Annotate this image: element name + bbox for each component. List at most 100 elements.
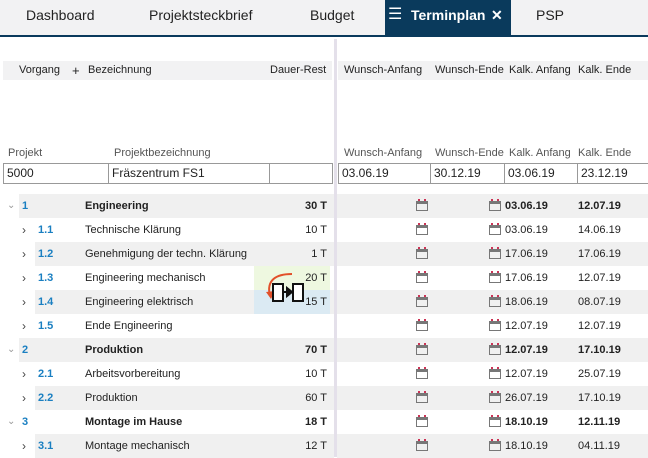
row-kalk-anfang: 26.07.19 bbox=[505, 392, 548, 404]
chevron-right-icon[interactable]: › bbox=[22, 367, 26, 381]
wunsch-ende-field[interactable]: 30.12.19 bbox=[430, 163, 505, 184]
row-id[interactable]: 2.1 bbox=[38, 368, 54, 380]
row-name: Produktion bbox=[85, 392, 138, 404]
table-row[interactable]: ⌄ 2 Produktion 70 T 12.07.19 17.10.19 bbox=[0, 338, 648, 362]
row-id[interactable]: 1.4 bbox=[38, 296, 54, 308]
chevron-down-icon[interactable]: ⌄ bbox=[7, 416, 16, 427]
row-id[interactable]: 1.1 bbox=[38, 224, 54, 236]
calendar-icon[interactable] bbox=[489, 367, 501, 379]
chevron-right-icon[interactable]: › bbox=[22, 271, 26, 285]
calendar-icon[interactable] bbox=[416, 295, 428, 307]
row-kalk-anfang: 17.06.19 bbox=[505, 272, 548, 284]
row-kalk-anfang: 17.06.19 bbox=[505, 248, 548, 260]
kalk-ende-field[interactable]: 23.12.19 bbox=[577, 163, 648, 184]
tab-dashboard[interactable]: Dashboard bbox=[26, 7, 95, 23]
row-id[interactable]: 1 bbox=[22, 200, 29, 212]
menu-icon[interactable]: ☰ bbox=[388, 6, 403, 23]
calendar-icon[interactable] bbox=[489, 247, 501, 259]
wunsch-anfang-field[interactable]: 03.06.19 bbox=[338, 163, 431, 184]
row-name: Ende Engineering bbox=[85, 320, 173, 332]
row-dauer: 12 T bbox=[305, 440, 327, 452]
row-bg bbox=[19, 338, 334, 362]
table-row[interactable]: › 1.2 Genehmigung der techn. Klärung 1 T… bbox=[0, 242, 648, 266]
calendar-icon[interactable] bbox=[489, 223, 501, 235]
calendar-icon[interactable] bbox=[489, 271, 501, 283]
row-id[interactable]: 1.3 bbox=[38, 272, 54, 284]
row-id[interactable]: 1.5 bbox=[38, 320, 54, 332]
calendar-icon[interactable] bbox=[416, 319, 428, 331]
grid-header-right: Wunsch-Anfang Wunsch-Ende Kalk. Anfang K… bbox=[338, 61, 648, 80]
row-kalk-ende: 17.06.19 bbox=[578, 248, 621, 260]
label-projekt: Projekt bbox=[8, 147, 43, 159]
kalk-anfang-field[interactable]: 03.06.19 bbox=[504, 163, 578, 184]
table-row[interactable]: › 1.5 Ende Engineering 12.07.19 12.07.19 bbox=[0, 314, 648, 338]
label-wunsch-anfang: Wunsch-Anfang bbox=[344, 147, 423, 159]
chevron-right-icon[interactable]: › bbox=[22, 247, 26, 261]
grid-header-left: Vorgang + Bezeichnung Dauer-Rest bbox=[3, 61, 332, 80]
calendar-icon[interactable] bbox=[489, 391, 501, 403]
projektbezeichnung-field[interactable]: Fräszentrum FS1 bbox=[108, 163, 270, 184]
table-row[interactable]: › 2.1 Arbeitsvorbereitung 10 T 12.07.19 … bbox=[0, 362, 648, 386]
chevron-right-icon[interactable]: › bbox=[22, 223, 26, 237]
tab-projektsteckbrief[interactable]: Projektsteckbrief bbox=[149, 7, 253, 23]
calendar-icon[interactable] bbox=[489, 295, 501, 307]
row-name: Genehmigung der techn. Klärung bbox=[85, 248, 248, 260]
table-row[interactable]: › 3.1 Montage mechanisch 12 T 18.10.19 0… bbox=[0, 434, 648, 458]
chevron-right-icon[interactable]: › bbox=[22, 439, 26, 453]
table-row[interactable]: › 1.4 Engineering elektrisch 15 T 18.06.… bbox=[0, 290, 648, 314]
calendar-icon[interactable] bbox=[489, 343, 501, 355]
calendar-icon[interactable] bbox=[416, 391, 428, 403]
col-bezeichnung[interactable]: Bezeichnung bbox=[88, 64, 152, 76]
table-row[interactable]: › 2.2 Produktion 60 T 26.07.19 17.10.19 bbox=[0, 386, 648, 410]
col-wunsch-anfang[interactable]: Wunsch-Anfang bbox=[344, 64, 423, 76]
row-id[interactable]: 2.2 bbox=[38, 392, 54, 404]
row-bg bbox=[337, 434, 648, 458]
row-id[interactable]: 3 bbox=[22, 416, 29, 428]
calendar-icon[interactable] bbox=[416, 199, 428, 211]
row-bg bbox=[337, 290, 648, 314]
calendar-icon[interactable] bbox=[489, 199, 501, 211]
calendar-icon[interactable] bbox=[489, 439, 501, 451]
chevron-right-icon[interactable]: › bbox=[22, 319, 26, 333]
projekt-field[interactable]: 5000 bbox=[3, 163, 109, 184]
close-icon[interactable]: ✕ bbox=[491, 7, 503, 23]
row-dauer: 1 T bbox=[311, 248, 327, 260]
row-name: Arbeitsvorbereitung bbox=[85, 368, 181, 380]
calendar-icon[interactable] bbox=[416, 223, 428, 235]
row-kalk-anfang: 12.07.19 bbox=[505, 320, 548, 332]
col-kalk-anfang[interactable]: Kalk. Anfang bbox=[509, 64, 571, 76]
table-row[interactable]: › 1.3 Engineering mechanisch 20 T 17.06.… bbox=[0, 266, 648, 290]
row-name: Engineering mechanisch bbox=[85, 272, 206, 284]
calendar-icon[interactable] bbox=[489, 415, 501, 427]
row-bg bbox=[35, 242, 334, 266]
calendar-icon[interactable] bbox=[416, 439, 428, 451]
col-vorgang[interactable]: Vorgang bbox=[19, 64, 60, 76]
calendar-icon[interactable] bbox=[416, 343, 428, 355]
row-id[interactable]: 2 bbox=[22, 344, 29, 356]
row-kalk-ende: 17.10.19 bbox=[578, 392, 621, 404]
col-kalk-ende[interactable]: Kalk. Ende bbox=[578, 64, 632, 76]
calendar-icon[interactable] bbox=[416, 247, 428, 259]
table-row[interactable]: › 1.1 Technische Klärung 10 T 03.06.19 1… bbox=[0, 218, 648, 242]
calendar-icon[interactable] bbox=[416, 367, 428, 379]
tab-terminplan[interactable]: ☰ Terminplan ✕ bbox=[385, 0, 511, 37]
calendar-icon[interactable] bbox=[416, 271, 428, 283]
row-id[interactable]: 3.1 bbox=[38, 440, 54, 452]
col-wunsch-ende[interactable]: Wunsch-Ende bbox=[435, 64, 504, 76]
chevron-down-icon[interactable]: ⌄ bbox=[7, 344, 16, 355]
table-row[interactable]: ⌄ 3 Montage im Hause 18 T 18.10.19 12.11… bbox=[0, 410, 648, 434]
chevron-down-icon[interactable]: ⌄ bbox=[7, 200, 16, 211]
chevron-right-icon[interactable]: › bbox=[22, 391, 26, 405]
col-dauer[interactable]: Dauer-Rest bbox=[270, 64, 327, 76]
row-id[interactable]: 1.2 bbox=[38, 248, 54, 260]
pane-splitter[interactable] bbox=[334, 39, 337, 457]
chevron-right-icon[interactable]: › bbox=[22, 295, 26, 309]
calendar-icon[interactable] bbox=[489, 319, 501, 331]
calendar-icon[interactable] bbox=[416, 415, 428, 427]
tab-bar: Dashboard Projektsteckbrief Budget ☰ Ter… bbox=[0, 0, 648, 37]
tab-budget[interactable]: Budget bbox=[310, 7, 355, 23]
add-button[interactable]: + bbox=[72, 63, 80, 78]
tab-psp[interactable]: PSP bbox=[536, 7, 565, 23]
table-row[interactable]: ⌄ 1 Engineering 30 T 03.06.19 12.07.19 bbox=[0, 194, 648, 218]
row-kalk-anfang: 12.07.19 bbox=[505, 344, 548, 356]
